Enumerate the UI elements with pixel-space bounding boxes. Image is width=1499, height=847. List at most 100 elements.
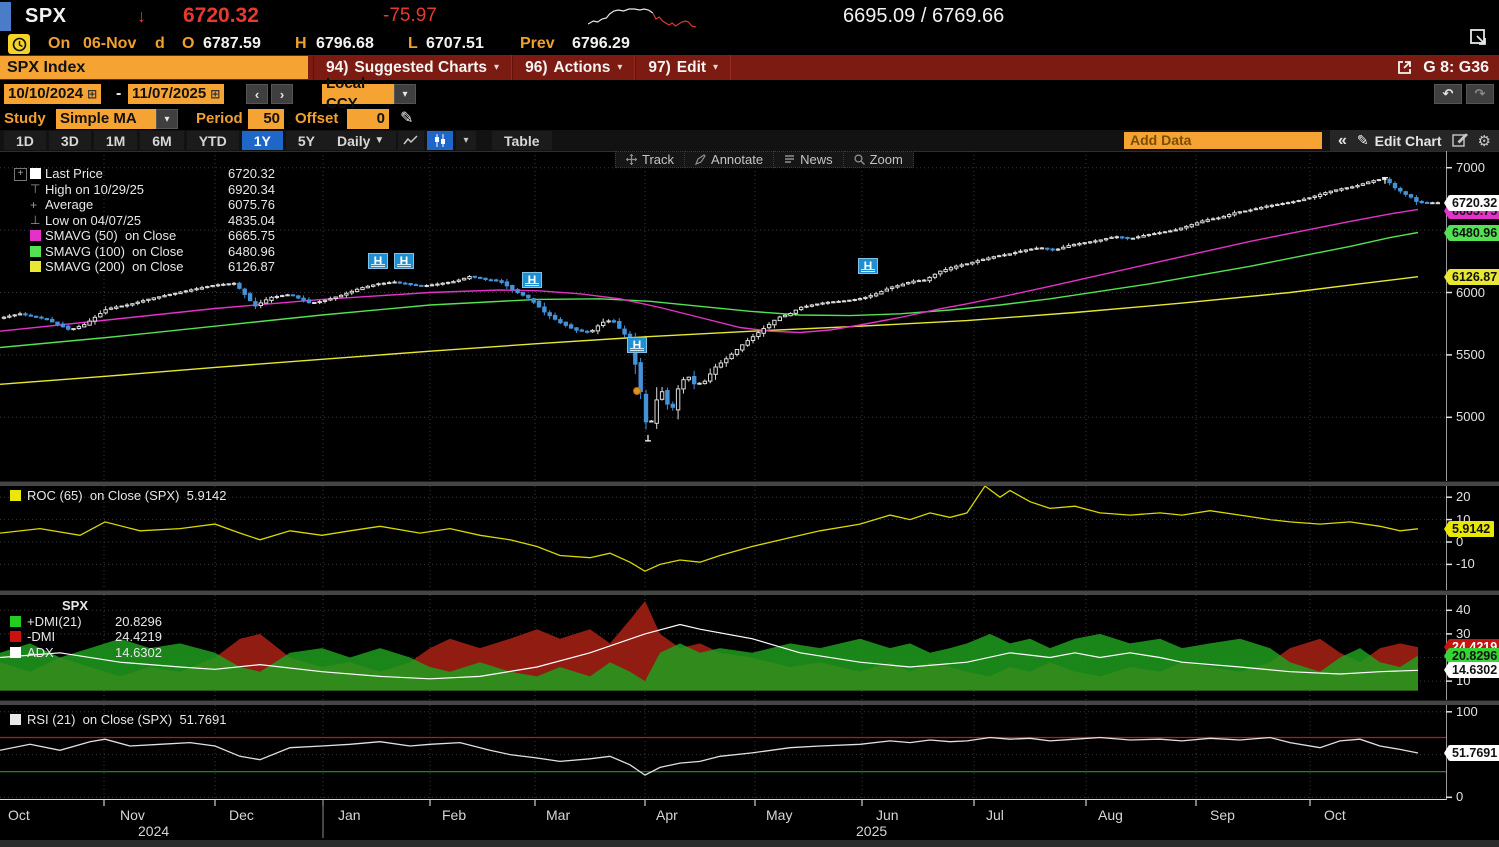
dmi-legend-item-0[interactable]: +DMI(21) 20.8296 — [10, 614, 162, 630]
main-chart-legend: + Last Price 6720.32 ⊤ High on 10/29/25 6920.… — [14, 166, 275, 275]
security-input[interactable]: SPX Index — [0, 56, 308, 79]
annotate-button[interactable]: Annotate — [685, 151, 775, 168]
undo-button[interactable]: ↶ — [1434, 84, 1462, 104]
study-label: Study — [4, 110, 46, 127]
range-tab-1m[interactable]: 1M — [93, 131, 138, 150]
range-tab-6m[interactable]: 6M — [140, 131, 184, 150]
legend-swatch — [10, 646, 21, 658]
legend-glyph-low: ⊥ — [30, 213, 41, 228]
event-badge-h[interactable]: H — [858, 258, 878, 274]
zoom-button[interactable]: Zoom — [843, 151, 914, 168]
dmi-legend-item-1[interactable]: -DMI 24.4219 — [10, 629, 162, 645]
panel-divider[interactable] — [0, 590, 1499, 595]
dmi-legend-item-2[interactable]: ADX 14.6302 — [10, 645, 162, 661]
edit-chart-button[interactable]: ✎ Edit Chart — [1356, 132, 1442, 149]
legend-label: Last Price — [45, 166, 103, 182]
event-badge-h[interactable]: H — [368, 253, 388, 269]
month-label-1: Nov — [120, 807, 145, 823]
currency-dropdown-button[interactable]: ▾ — [394, 84, 416, 104]
legend-label: Average — [45, 197, 94, 213]
range-tab-1d[interactable]: 1D — [4, 131, 46, 150]
popout-window-icon[interactable] — [1468, 27, 1490, 54]
prev-range-button[interactable]: ‹ — [246, 84, 268, 104]
legend-label: SMAVG (100) on Close — [45, 243, 184, 259]
legend-value: 6075.76 — [228, 197, 275, 213]
next-range-button[interactable]: › — [271, 84, 293, 104]
collapse-panel-button[interactable]: « — [1338, 131, 1347, 149]
roc-legend-row[interactable]: ROC (65) on Close (SPX) 5.9142 — [10, 488, 226, 504]
calendar-icon[interactable]: ⊞ — [210, 87, 221, 101]
axis-tick-label: -10 — [1456, 556, 1475, 571]
range-tab-1y[interactable]: 1Y — [241, 131, 283, 150]
legend-item-6[interactable]: SMAVG (200) on Close 6126.87 — [30, 259, 275, 275]
range-tab-ytd[interactable]: YTD — [186, 131, 239, 150]
study-dropdown-button[interactable]: ▾ — [156, 109, 178, 129]
price-tag: 5.9142 — [1443, 521, 1495, 537]
legend-marker: ⊤ — [30, 182, 45, 196]
legend-item-1[interactable]: ⊤ High on 10/29/25 6920.34 — [30, 182, 275, 198]
legend-item-4[interactable]: SMAVG (50) on Close 6665.75 — [30, 228, 275, 244]
study-select[interactable]: Simple MA — [56, 109, 156, 129]
gear-icon-button[interactable]: ⚙ — [1477, 132, 1491, 150]
month-label-2: Dec — [229, 807, 254, 823]
legend-expander[interactable]: + — [14, 168, 27, 181]
legend-item-0[interactable]: + Last Price 6720.32 — [14, 166, 275, 182]
intraday-sparkline — [588, 8, 697, 28]
open-value: 6787.59 — [203, 35, 261, 52]
rsi-legend-row[interactable]: RSI (21) on Close (SPX) 51.7691 — [10, 712, 226, 728]
table-button[interactable]: Table — [492, 131, 552, 150]
prev-value: 6796.29 — [572, 35, 630, 52]
chevron-down-icon: ▾ — [494, 62, 500, 73]
panel-divider[interactable] — [0, 481, 1499, 486]
menu-edit[interactable]: 97) Edit ▾ — [635, 55, 732, 80]
legend-swatch — [30, 261, 41, 273]
high-value: 6796.68 — [316, 35, 374, 52]
period-input[interactable]: 50 — [248, 109, 284, 129]
pencil-icon[interactable]: ✎ — [400, 110, 414, 127]
legend-marker — [30, 230, 45, 242]
legend-item-2[interactable]: + Average 6075.76 — [30, 197, 275, 213]
legend-marker — [30, 168, 45, 180]
panel-grab-tab[interactable] — [0, 2, 11, 31]
legend-swatch — [10, 490, 21, 502]
legend-label: High on 10/29/25 — [45, 181, 145, 197]
legend-value: 6126.87 — [228, 259, 275, 275]
edit-note-icon-button[interactable] — [1451, 133, 1468, 148]
range-tab-3d[interactable]: 3D — [48, 131, 91, 150]
axis-tick-label: 0 — [1456, 534, 1464, 549]
track-button[interactable]: Track — [615, 151, 686, 168]
dmi-legend-value: 24.4219 — [115, 629, 162, 645]
chart-type-dropdown-button[interactable]: ▾ — [456, 131, 476, 150]
legend-value: 4835.04 — [228, 212, 275, 228]
menu-suggested-charts[interactable]: 94) Suggested Charts ▾ — [313, 55, 513, 80]
legend-item-3[interactable]: ⊥ Low on 04/07/25 4835.04 — [30, 213, 275, 229]
news-button[interactable]: News — [774, 151, 844, 168]
menu-actions[interactable]: 96) Actions ▾ — [512, 55, 636, 80]
event-badge-h[interactable]: H — [627, 337, 647, 353]
dmi-legend-label: -DMI — [27, 629, 56, 645]
month-label-4: Feb — [442, 807, 467, 823]
axis-tick-label: 5000 — [1456, 409, 1485, 424]
dmi-legend-value: 14.6302 — [115, 644, 162, 660]
candle-chart-icon-button[interactable] — [427, 131, 453, 150]
range-tab-5y[interactable]: 5Y — [285, 131, 327, 150]
date-from-field[interactable]: 10/10/2024 ⊞ — [4, 84, 102, 104]
legend-marker — [30, 261, 45, 273]
legend-swatch — [30, 168, 41, 180]
offset-input[interactable]: 0 — [347, 109, 389, 129]
event-badge-h[interactable]: H — [394, 253, 414, 269]
last-price: 6720.32 — [183, 4, 259, 27]
legend-label: SMAVG (200) on Close — [45, 259, 184, 275]
add-data-input[interactable]: Add Data — [1124, 132, 1322, 149]
line-chart-icon-button[interactable] — [398, 131, 424, 150]
redo-button[interactable]: ↷ — [1466, 84, 1494, 104]
frequency-select[interactable]: Daily ▼ — [325, 131, 397, 150]
date-to-field[interactable]: 11/07/2025 ⊞ — [128, 84, 225, 104]
event-badge-h[interactable]: H — [522, 272, 542, 288]
legend-item-5[interactable]: SMAVG (100) on Close 6480.96 — [30, 244, 275, 260]
panel-divider[interactable] — [0, 700, 1499, 705]
calendar-icon[interactable]: ⊞ — [87, 87, 98, 101]
export-icon[interactable] — [1396, 59, 1413, 76]
month-label-3: Jan — [338, 807, 361, 823]
